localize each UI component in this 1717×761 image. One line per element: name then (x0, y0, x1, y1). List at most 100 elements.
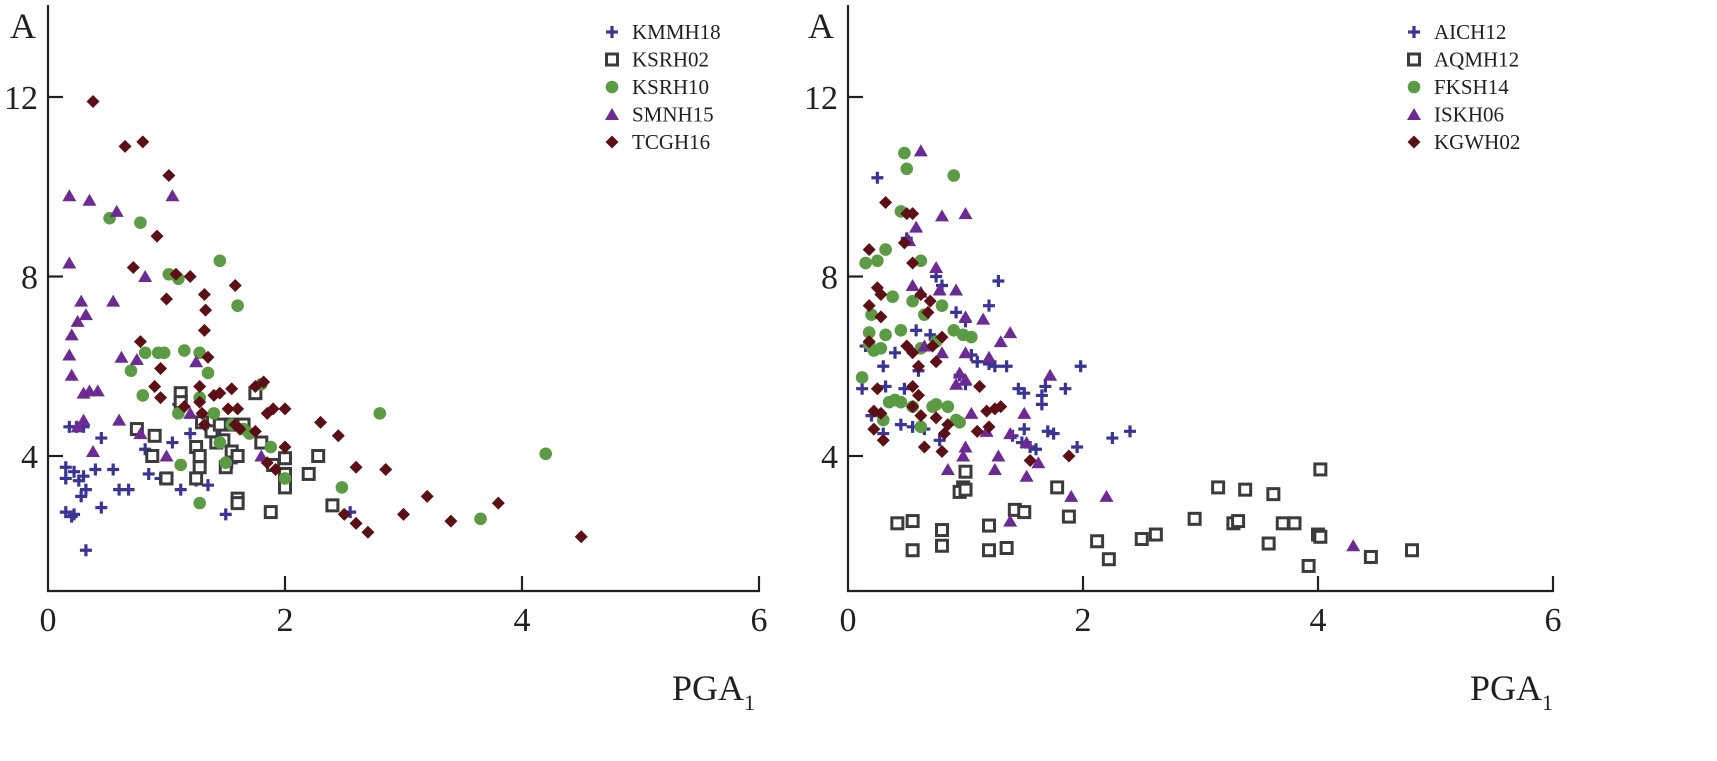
data-point (278, 440, 292, 454)
series-aqmh12 (890, 462, 1419, 573)
data-point (474, 512, 487, 526)
y-axis-title: A (808, 6, 834, 46)
data-point (1313, 529, 1328, 544)
data-point (1059, 382, 1072, 395)
data-point (867, 344, 881, 357)
data-point (1074, 360, 1087, 373)
data-point (1148, 527, 1163, 542)
data-point (983, 299, 995, 312)
data-point (162, 267, 176, 281)
data-point (935, 330, 949, 344)
data-point (79, 544, 92, 557)
data-point (894, 395, 908, 409)
data-point (1017, 406, 1032, 419)
series-aich12 (856, 171, 1136, 456)
data-point (1018, 387, 1031, 400)
data-point (1017, 505, 1032, 520)
legend: AICH12 AQMH12 FKSH14 ISKH06 KGWH02 (1407, 20, 1520, 154)
data-point (1313, 462, 1328, 477)
data-point (855, 371, 869, 384)
data-point (971, 355, 984, 368)
data-point (870, 382, 884, 396)
data-point (917, 440, 931, 454)
data-point (1071, 441, 1084, 454)
data-point (958, 310, 973, 323)
data-point (926, 400, 939, 413)
data-point (154, 391, 168, 405)
data-point (905, 514, 920, 529)
data-point (193, 395, 207, 409)
x-tick-label: 4 (1310, 602, 1327, 639)
data-point (1101, 552, 1116, 567)
data-point (82, 193, 97, 206)
data-point (862, 326, 876, 339)
data-point (95, 432, 108, 445)
data-point (1023, 453, 1037, 467)
data-point (68, 508, 81, 521)
data-point (114, 350, 129, 363)
data-point (64, 368, 79, 381)
data-point (970, 424, 984, 438)
data-point (197, 418, 211, 432)
data-point (264, 440, 278, 454)
legend-label: AICH12 (1434, 20, 1506, 44)
legend: KMMH18 KSRH02 KSRH10 SMNH15 TCGH16 (605, 20, 721, 154)
data-point (1287, 516, 1302, 531)
y-tick-label: 12 (804, 80, 838, 117)
data-point (953, 416, 966, 429)
left-chart-panel: A PGA1 4 8 12 0 2 4 6 KMMH18 KSRH02 KSRH10 SMNH1… (4, 5, 768, 715)
y-tick-label: 8 (821, 260, 838, 297)
data-point (192, 460, 207, 475)
data-point (160, 292, 173, 306)
data-point (59, 461, 72, 474)
data-point (1231, 514, 1246, 529)
data-point (231, 402, 245, 416)
data-point (491, 496, 505, 510)
data-point (231, 299, 244, 312)
y-tick-label: 4 (21, 439, 38, 476)
data-point (539, 447, 552, 461)
x-tick-label: 6 (1545, 602, 1562, 639)
data-point (138, 270, 153, 282)
data-point (1275, 516, 1290, 531)
y-tick-label: 4 (821, 439, 838, 476)
data-point (314, 415, 328, 429)
data-point (212, 417, 227, 432)
data-point (145, 449, 160, 463)
data-point (992, 274, 1005, 287)
data-point (994, 400, 1008, 414)
data-point (935, 538, 949, 553)
data-point (1041, 425, 1054, 438)
x-tick-label: 2 (277, 602, 294, 639)
data-point (958, 373, 973, 386)
series-smnh15 (62, 189, 269, 462)
data-point (260, 456, 274, 470)
data-point (195, 406, 209, 420)
data-point (1018, 423, 1031, 436)
data-point (112, 413, 127, 426)
data-point (193, 379, 207, 393)
data-point (935, 523, 949, 538)
data-point (982, 518, 996, 533)
data-point (906, 207, 920, 221)
data-point (1187, 511, 1202, 526)
data-point (397, 507, 410, 521)
data-point (197, 323, 211, 337)
data-point (949, 377, 964, 390)
legend-marker-square-open (605, 52, 619, 67)
legend-label: SMNH15 (632, 103, 714, 127)
data-point (157, 346, 171, 360)
data-point (1211, 480, 1226, 495)
right-chart-panel: A PGA1 4 8 12 0 2 4 6 AICH12 AQMH12 FKSH14 ISKH0… (804, 5, 1562, 715)
series-tcgh16 (86, 94, 588, 544)
data-point (76, 413, 91, 426)
data-point (958, 207, 973, 220)
data-point (159, 449, 174, 462)
data-point (862, 335, 876, 349)
data-point (941, 400, 955, 413)
data-point (257, 375, 271, 389)
data-point (331, 429, 345, 443)
data-point (859, 256, 872, 270)
y-ticks: 4 8 12 (4, 80, 63, 476)
data-point (122, 483, 135, 496)
